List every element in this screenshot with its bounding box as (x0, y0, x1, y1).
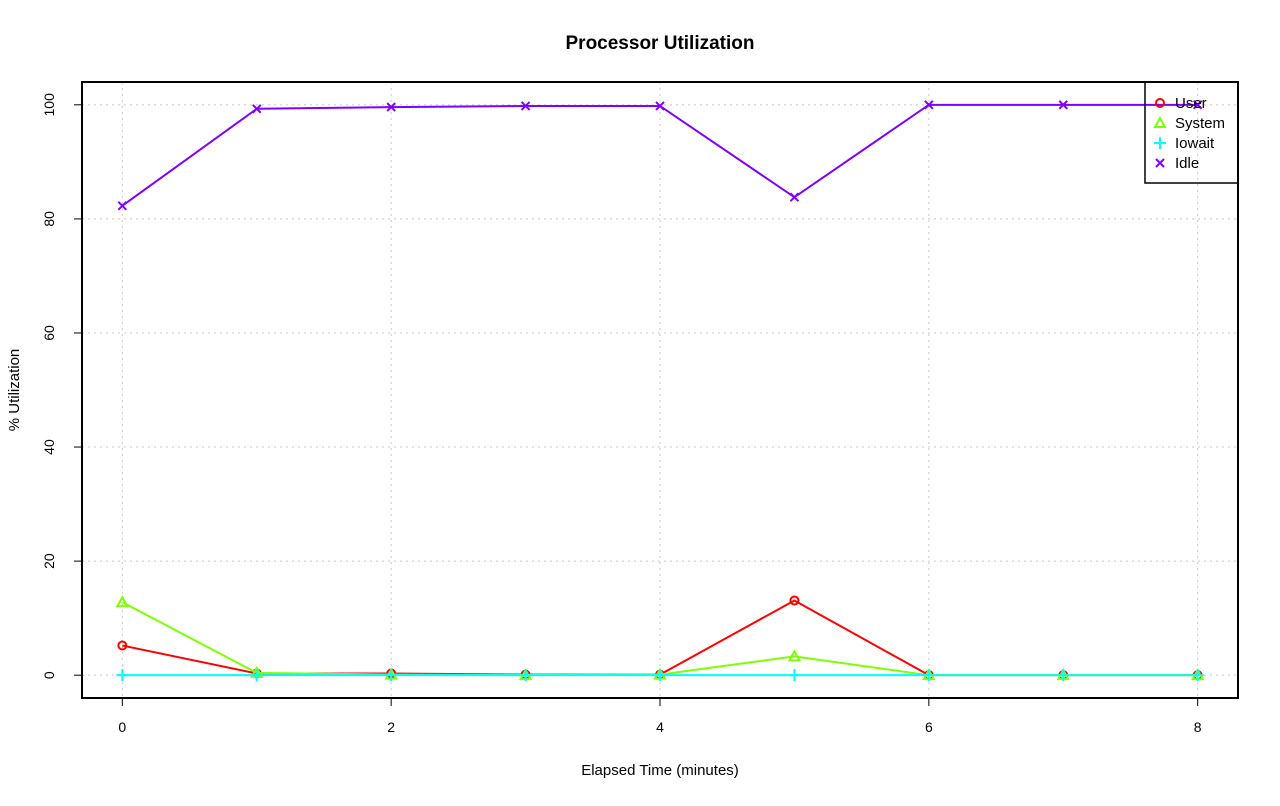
plot-frame (81, 81, 1239, 699)
y-tick-label: 80 (41, 211, 57, 227)
grid (82, 82, 1238, 698)
legend-marker-plus-icon (1154, 137, 1166, 149)
y-axis-label: % Utilization (6, 349, 23, 432)
legend-label: Iowait (1175, 135, 1215, 152)
legend-label: Idle (1175, 155, 1199, 172)
data-point (1057, 669, 1070, 682)
y-tick-label: 0 (41, 671, 57, 679)
legend-label: System (1175, 115, 1225, 132)
data-point (655, 101, 665, 111)
data-point (788, 669, 801, 682)
data-point (386, 102, 396, 112)
series-user (117, 595, 1203, 681)
data-point (385, 669, 398, 682)
legend-marker-circle-icon (1155, 98, 1165, 108)
data-point (654, 669, 666, 682)
legend-item-system: System (1153, 115, 1225, 132)
legend: User System Iowait Idle (1144, 81, 1239, 184)
x-tick-label: 2 (387, 719, 395, 735)
legend-item-iowait: Iowait (1154, 135, 1215, 152)
data-point (922, 669, 935, 682)
data-point (924, 100, 934, 110)
legend-box (1144, 81, 1239, 184)
legend-marker-triangle-icon (1153, 115, 1167, 128)
chart-title: Processor Utilization (566, 33, 755, 54)
data-point (1191, 669, 1204, 682)
legend-label: User (1175, 95, 1207, 112)
legend-item-idle: Idle (1155, 155, 1199, 172)
x-tick-label: 8 (1194, 719, 1202, 735)
data-point (117, 640, 128, 651)
data-point (1058, 100, 1068, 110)
y-tick-label: 40 (41, 439, 57, 455)
data-point (115, 595, 130, 608)
x-tick-label: 4 (656, 719, 664, 735)
legend-marker-cross-icon (1155, 158, 1165, 168)
data-point (789, 595, 800, 606)
data-point (1192, 100, 1203, 110)
series-group (115, 100, 1205, 682)
data-point (252, 104, 262, 114)
series-system (115, 595, 1205, 681)
legend-item-user: User (1155, 95, 1207, 112)
data-point (520, 101, 531, 111)
data-point (787, 649, 802, 662)
data-point (116, 669, 129, 682)
y-tick-label: 60 (41, 325, 57, 341)
data-point (117, 201, 128, 211)
x-tick-label: 0 (118, 719, 126, 735)
data-point (250, 669, 263, 682)
y-tick-label: 100 (41, 93, 57, 117)
series-iowait (116, 669, 1204, 682)
y-tick-label: 20 (41, 553, 57, 569)
series-idle (117, 100, 1203, 211)
x-tick-label: 6 (925, 719, 933, 735)
x-axis-label: Elapsed Time (minutes) (581, 762, 739, 779)
data-point (519, 669, 532, 682)
data-point (789, 192, 800, 202)
